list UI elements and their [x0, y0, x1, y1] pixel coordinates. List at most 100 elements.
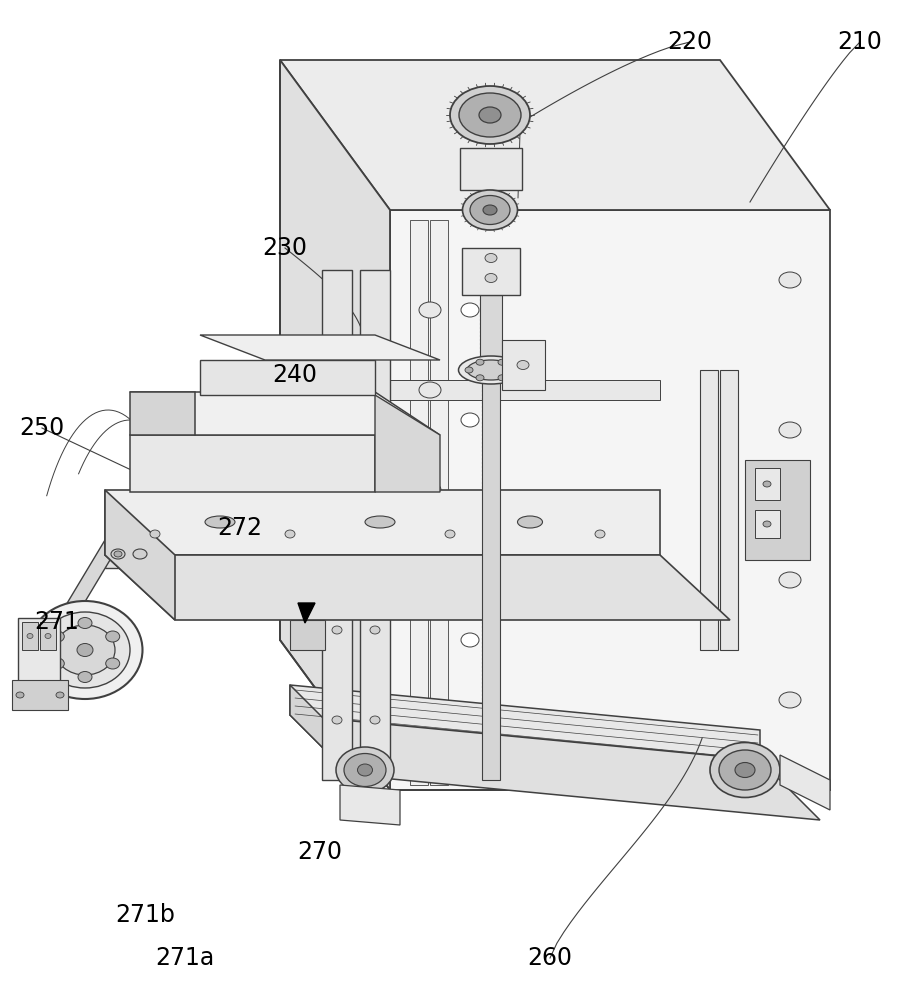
- Text: 210: 210: [838, 30, 882, 54]
- Polygon shape: [410, 220, 428, 785]
- Ellipse shape: [779, 692, 801, 708]
- Ellipse shape: [470, 196, 510, 225]
- Ellipse shape: [332, 336, 342, 344]
- Ellipse shape: [205, 516, 235, 528]
- Polygon shape: [280, 60, 830, 210]
- Ellipse shape: [313, 452, 368, 474]
- Ellipse shape: [779, 422, 801, 438]
- Ellipse shape: [370, 626, 380, 634]
- Ellipse shape: [358, 764, 372, 776]
- Ellipse shape: [779, 272, 801, 288]
- Polygon shape: [502, 340, 545, 390]
- Polygon shape: [105, 490, 175, 620]
- Ellipse shape: [370, 426, 380, 434]
- Ellipse shape: [105, 631, 120, 642]
- Text: 271: 271: [34, 610, 79, 634]
- Ellipse shape: [45, 634, 51, 639]
- Polygon shape: [720, 370, 738, 650]
- Ellipse shape: [78, 672, 92, 682]
- Ellipse shape: [779, 572, 801, 588]
- Ellipse shape: [461, 633, 479, 647]
- Ellipse shape: [462, 190, 517, 230]
- Polygon shape: [390, 380, 660, 400]
- Bar: [755, 468, 780, 500]
- Ellipse shape: [111, 549, 125, 559]
- Polygon shape: [375, 395, 440, 492]
- Polygon shape: [700, 370, 718, 650]
- Polygon shape: [105, 540, 230, 568]
- Ellipse shape: [370, 336, 380, 344]
- Polygon shape: [12, 680, 68, 710]
- Polygon shape: [105, 555, 730, 620]
- Ellipse shape: [50, 631, 64, 642]
- Polygon shape: [105, 490, 660, 555]
- Polygon shape: [745, 460, 810, 560]
- Text: 230: 230: [262, 236, 307, 260]
- Ellipse shape: [509, 367, 517, 373]
- Bar: [755, 510, 780, 538]
- Ellipse shape: [485, 253, 497, 262]
- Polygon shape: [290, 715, 820, 820]
- Ellipse shape: [344, 754, 386, 786]
- Ellipse shape: [735, 762, 755, 778]
- Ellipse shape: [332, 526, 342, 534]
- Ellipse shape: [498, 359, 506, 365]
- Text: 220: 220: [668, 30, 713, 54]
- Ellipse shape: [165, 411, 175, 419]
- Polygon shape: [130, 392, 440, 435]
- Text: 250: 250: [20, 416, 65, 440]
- Polygon shape: [60, 540, 113, 630]
- Polygon shape: [298, 603, 315, 623]
- Ellipse shape: [355, 411, 365, 419]
- Ellipse shape: [461, 303, 479, 317]
- Ellipse shape: [50, 658, 64, 669]
- Polygon shape: [360, 270, 390, 780]
- Ellipse shape: [479, 107, 501, 123]
- Ellipse shape: [28, 601, 142, 699]
- Text: 271b: 271b: [115, 903, 175, 927]
- Polygon shape: [200, 335, 440, 360]
- Ellipse shape: [40, 612, 130, 688]
- Ellipse shape: [459, 356, 523, 384]
- Ellipse shape: [295, 411, 305, 419]
- Polygon shape: [780, 755, 830, 810]
- Polygon shape: [322, 270, 352, 780]
- Ellipse shape: [332, 426, 342, 434]
- Ellipse shape: [595, 530, 605, 538]
- Ellipse shape: [419, 382, 441, 398]
- Polygon shape: [290, 685, 350, 775]
- Ellipse shape: [476, 375, 484, 381]
- Ellipse shape: [419, 582, 441, 598]
- Ellipse shape: [332, 716, 342, 724]
- Ellipse shape: [27, 634, 33, 639]
- Ellipse shape: [78, 617, 92, 629]
- Polygon shape: [290, 620, 325, 650]
- Ellipse shape: [150, 530, 160, 538]
- Ellipse shape: [719, 750, 771, 790]
- Ellipse shape: [16, 692, 24, 698]
- Ellipse shape: [105, 658, 120, 669]
- Ellipse shape: [77, 644, 93, 656]
- Ellipse shape: [465, 367, 473, 373]
- Text: 260: 260: [527, 946, 572, 970]
- Ellipse shape: [419, 302, 441, 318]
- Ellipse shape: [445, 530, 455, 538]
- Ellipse shape: [498, 375, 506, 381]
- Polygon shape: [200, 360, 375, 395]
- Polygon shape: [290, 685, 760, 760]
- Ellipse shape: [332, 626, 342, 634]
- Ellipse shape: [419, 482, 441, 498]
- Ellipse shape: [180, 452, 250, 474]
- Ellipse shape: [225, 411, 235, 419]
- Polygon shape: [280, 60, 390, 790]
- Ellipse shape: [55, 625, 115, 675]
- Polygon shape: [460, 148, 522, 190]
- Text: 270: 270: [297, 840, 342, 864]
- Ellipse shape: [763, 521, 771, 527]
- Text: 240: 240: [272, 363, 317, 387]
- Bar: [22, 622, 38, 650]
- Ellipse shape: [56, 692, 64, 698]
- Ellipse shape: [461, 413, 479, 427]
- Ellipse shape: [517, 516, 542, 528]
- Polygon shape: [130, 392, 195, 435]
